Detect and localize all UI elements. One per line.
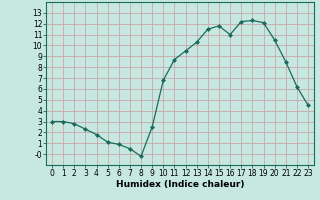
X-axis label: Humidex (Indice chaleur): Humidex (Indice chaleur): [116, 180, 244, 189]
